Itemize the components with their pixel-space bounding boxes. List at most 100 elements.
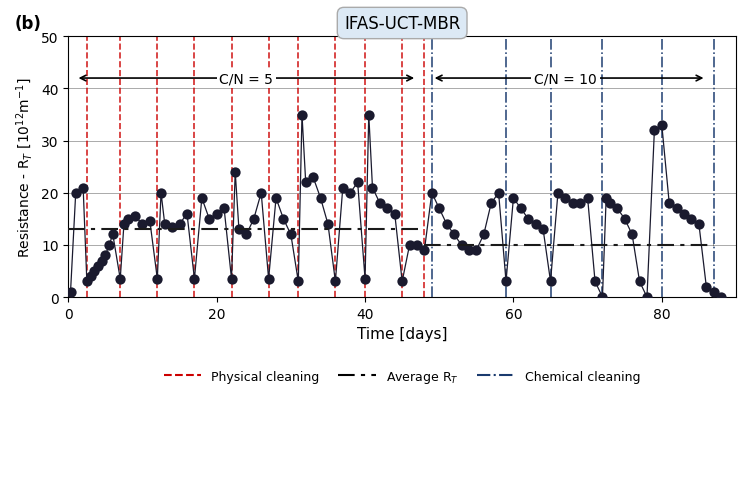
Point bbox=[211, 210, 223, 218]
Point bbox=[470, 247, 482, 255]
Point bbox=[559, 195, 572, 203]
Point bbox=[485, 200, 497, 208]
Point bbox=[300, 179, 312, 187]
Text: C/N = 5: C/N = 5 bbox=[219, 72, 273, 86]
Point bbox=[292, 278, 304, 286]
Point bbox=[544, 278, 556, 286]
Point bbox=[366, 184, 379, 192]
Point bbox=[336, 184, 348, 192]
Point bbox=[671, 205, 683, 213]
Point bbox=[248, 216, 260, 224]
Point bbox=[315, 195, 327, 203]
Point bbox=[581, 195, 593, 203]
Point bbox=[589, 278, 601, 286]
Point bbox=[596, 294, 608, 302]
Point bbox=[322, 221, 334, 228]
Point bbox=[181, 210, 193, 218]
Point bbox=[70, 189, 82, 197]
Point bbox=[99, 252, 111, 260]
Point bbox=[537, 226, 549, 234]
Point bbox=[463, 247, 475, 255]
Point bbox=[389, 210, 401, 218]
Point bbox=[270, 195, 282, 203]
Point bbox=[686, 216, 698, 224]
Point bbox=[522, 216, 534, 224]
Point bbox=[396, 278, 408, 286]
Point bbox=[263, 275, 275, 283]
Point bbox=[552, 189, 564, 197]
Point bbox=[359, 275, 371, 283]
Point bbox=[567, 200, 579, 208]
Point bbox=[137, 221, 149, 228]
Point bbox=[382, 205, 394, 213]
Point bbox=[641, 294, 653, 302]
Point bbox=[85, 273, 97, 281]
Point bbox=[129, 213, 141, 221]
Point bbox=[114, 275, 126, 283]
Point bbox=[285, 231, 297, 239]
Point bbox=[351, 179, 363, 187]
Point bbox=[118, 221, 130, 228]
Point bbox=[122, 216, 134, 224]
Point bbox=[448, 231, 460, 239]
Title: IFAS-UCT-MBR: IFAS-UCT-MBR bbox=[344, 15, 460, 33]
Point bbox=[426, 189, 438, 197]
Point bbox=[92, 263, 104, 270]
Point bbox=[330, 278, 342, 286]
Point bbox=[707, 288, 719, 296]
Point bbox=[374, 200, 386, 208]
Point bbox=[575, 200, 587, 208]
Point bbox=[65, 288, 77, 296]
Point bbox=[240, 231, 252, 239]
Point bbox=[255, 189, 267, 197]
Point bbox=[418, 247, 430, 255]
Point bbox=[229, 169, 241, 177]
Point bbox=[663, 200, 675, 208]
Point bbox=[296, 111, 308, 119]
Legend: Physical cleaning, Average R$_T$, Chemical cleaning: Physical cleaning, Average R$_T$, Chemic… bbox=[159, 364, 645, 390]
Point bbox=[715, 294, 727, 302]
Point bbox=[277, 216, 289, 224]
Point bbox=[233, 226, 245, 234]
Point bbox=[493, 189, 505, 197]
Point bbox=[151, 275, 163, 283]
Point bbox=[225, 275, 237, 283]
Point bbox=[611, 205, 623, 213]
Point bbox=[155, 189, 167, 197]
Point bbox=[433, 205, 445, 213]
Point bbox=[204, 216, 216, 224]
Point bbox=[189, 275, 201, 283]
Point bbox=[77, 184, 89, 192]
Point bbox=[626, 231, 638, 239]
Point bbox=[89, 267, 101, 275]
Point bbox=[478, 231, 490, 239]
Point bbox=[500, 278, 512, 286]
Point bbox=[441, 221, 453, 228]
Point bbox=[600, 195, 612, 203]
Point bbox=[529, 221, 541, 228]
Point bbox=[81, 278, 93, 286]
Point bbox=[218, 205, 230, 213]
Point bbox=[95, 257, 107, 265]
Point bbox=[656, 122, 668, 130]
Point bbox=[103, 242, 115, 249]
Point bbox=[693, 221, 705, 228]
Point bbox=[508, 195, 520, 203]
Point bbox=[456, 242, 468, 249]
Point bbox=[403, 242, 415, 249]
Point bbox=[619, 216, 631, 224]
Point bbox=[196, 195, 208, 203]
Point bbox=[173, 221, 185, 228]
Point bbox=[107, 231, 119, 239]
Point bbox=[648, 127, 660, 135]
Point bbox=[634, 278, 646, 286]
Text: (b): (b) bbox=[15, 15, 42, 33]
Point bbox=[411, 242, 423, 249]
Text: C/N = 10: C/N = 10 bbox=[534, 72, 597, 86]
Point bbox=[701, 283, 713, 291]
Point bbox=[678, 210, 690, 218]
Point bbox=[515, 205, 527, 213]
X-axis label: Time [days]: Time [days] bbox=[357, 326, 448, 342]
Point bbox=[363, 111, 375, 119]
Point bbox=[166, 224, 178, 231]
